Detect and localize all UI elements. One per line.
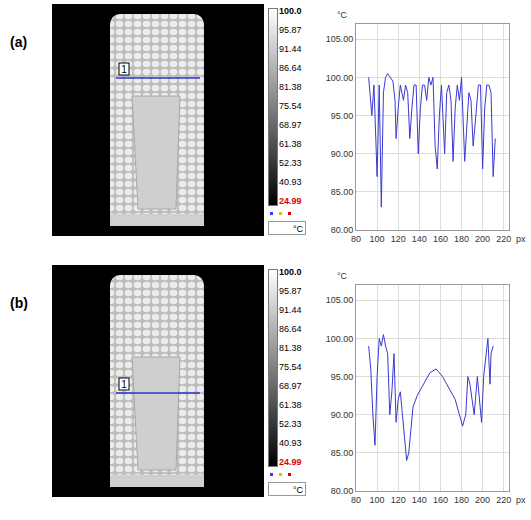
svg-text:160: 160 — [433, 234, 448, 244]
html-text:24.99: 24.99 — [279, 457, 302, 467]
svg-text:90.00: 90.00 — [331, 149, 354, 159]
html-text:61.38: 61.38 — [279, 139, 302, 149]
svg-text:105.00: 105.00 — [326, 295, 354, 305]
html-text:81.38: 81.38 — [279, 343, 302, 353]
svg-text:100: 100 — [370, 234, 385, 244]
svg-text:220: 220 — [496, 234, 511, 244]
html-text:68.97: 68.97 — [279, 120, 302, 130]
html-text:40.93: 40.93 — [279, 438, 302, 448]
html-text:40.93: 40.93 — [279, 177, 302, 187]
svg-text:105.00: 105.00 — [326, 34, 354, 44]
svg-text:°C: °C — [337, 10, 348, 20]
svg-text:°C: °C — [337, 271, 348, 281]
html-text:24.99: 24.99 — [279, 196, 302, 206]
html-text:°C: °C — [292, 485, 303, 495]
svg-text:140: 140 — [412, 234, 427, 244]
svg-text:200: 200 — [475, 495, 490, 505]
svg-text:px: px — [516, 495, 526, 505]
html-text:91.44: 91.44 — [279, 44, 302, 54]
svg-text:85.00: 85.00 — [331, 448, 354, 458]
html-text:52.33: 52.33 — [279, 158, 302, 168]
svg-text:100.00: 100.00 — [326, 73, 354, 83]
html-text:86.64: 86.64 — [279, 324, 302, 334]
html-text:61.38: 61.38 — [279, 400, 302, 410]
html-text:(b): (b) — [10, 295, 28, 311]
svg-text:80: 80 — [351, 495, 361, 505]
svg-text:90.00: 90.00 — [331, 410, 354, 420]
svg-text:200: 200 — [475, 234, 490, 244]
svg-text:160: 160 — [433, 495, 448, 505]
html-text:75.54: 75.54 — [279, 101, 302, 111]
svg-text:95.00: 95.00 — [331, 372, 354, 382]
svg-text:1: 1 — [121, 64, 127, 75]
html-text:100.0: 100.0 — [279, 6, 302, 16]
svg-text:80.00: 80.00 — [331, 225, 354, 235]
svg-text:120: 120 — [391, 495, 406, 505]
svg-text:95.00: 95.00 — [331, 111, 354, 121]
html-text:86.64: 86.64 — [279, 63, 302, 73]
svg-text:220: 220 — [496, 495, 511, 505]
html-text:°C: °C — [292, 224, 303, 234]
svg-text:80.00: 80.00 — [331, 486, 354, 496]
html-text:52.33: 52.33 — [279, 419, 302, 429]
svg-text:1: 1 — [121, 379, 127, 390]
html-text:75.54: 75.54 — [279, 362, 302, 372]
svg-text:180: 180 — [454, 495, 469, 505]
svg-text:80: 80 — [351, 234, 361, 244]
html-text:95.87: 95.87 — [279, 286, 302, 296]
html-text:95.87: 95.87 — [279, 25, 302, 35]
svg-text:120: 120 — [391, 234, 406, 244]
html-text:(a): (a) — [10, 34, 28, 50]
svg-text:px: px — [516, 234, 526, 244]
html-text:81.38: 81.38 — [279, 82, 302, 92]
svg-text:85.00: 85.00 — [331, 187, 354, 197]
html-text:68.97: 68.97 — [279, 381, 302, 391]
html-text:100.0: 100.0 — [279, 267, 302, 277]
html-text:91.44: 91.44 — [279, 305, 302, 315]
svg-text:100: 100 — [370, 495, 385, 505]
svg-text:180: 180 — [454, 234, 469, 244]
svg-text:100.00: 100.00 — [326, 334, 354, 344]
svg-text:140: 140 — [412, 495, 427, 505]
